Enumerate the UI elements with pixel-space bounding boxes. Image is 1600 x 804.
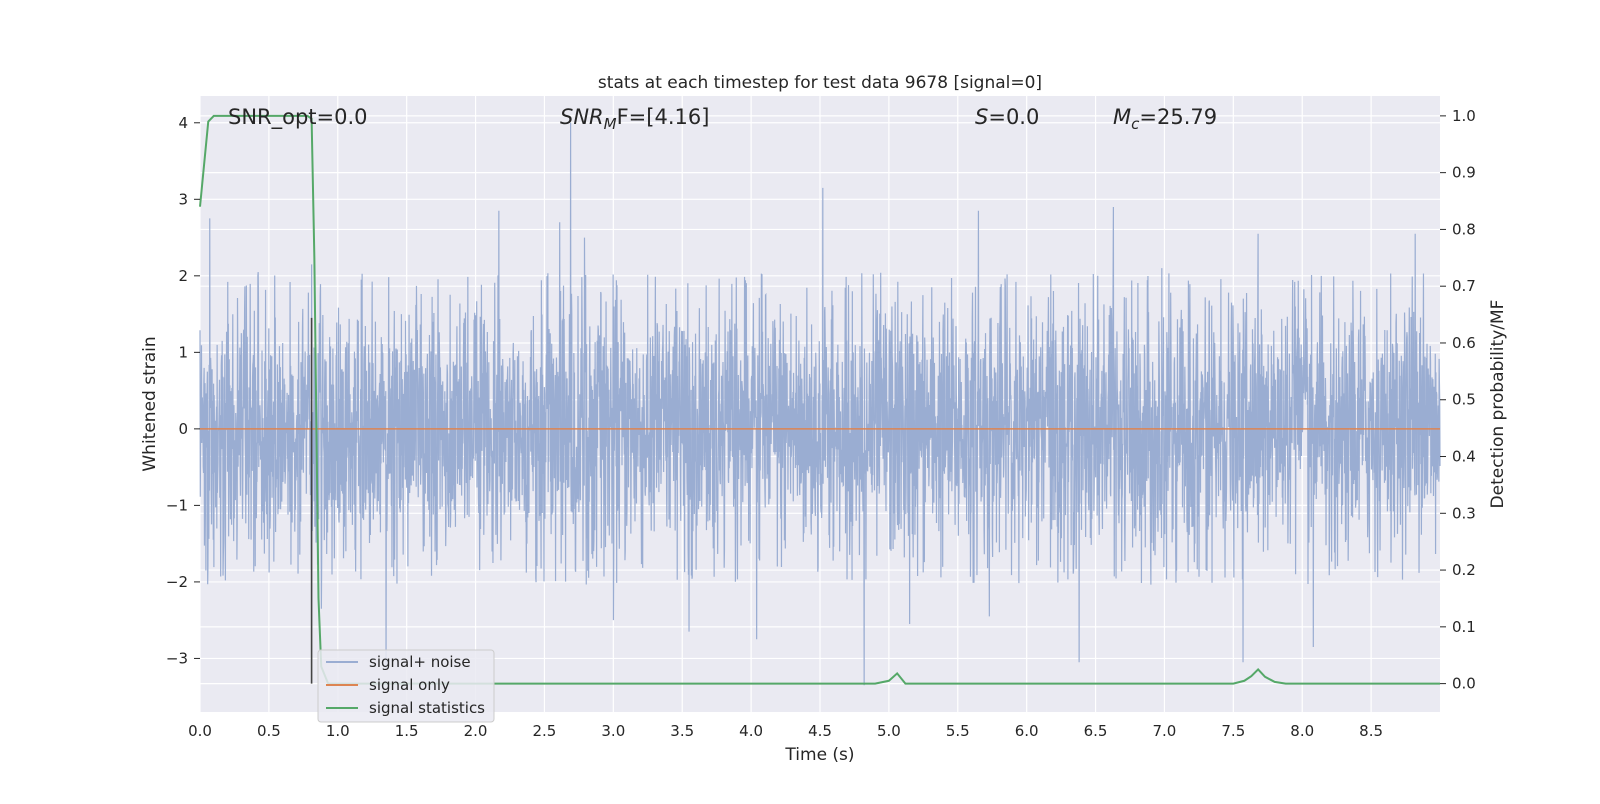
y-right-axis-ticks: 0.0 0.1 0.2 0.3 0.4 0.5 0.6 0.7 0.8 0.9 1.0: [1440, 107, 1476, 693]
x-tick-label: 8.0: [1290, 722, 1314, 740]
x-tick-label: 1.5: [395, 722, 419, 740]
series-signal-statistics: [199, 114, 1440, 685]
annotation-s-rest: =0.0: [988, 105, 1039, 129]
y-right-tick-label: 0.5: [1452, 391, 1476, 409]
legend: signal+ noise signal only signal statist…: [317, 649, 495, 723]
annotation-s: S=0.0: [975, 105, 1039, 129]
x-tick-label: 0.0: [188, 722, 212, 740]
y-left-axis-ticks: −3 −2 −1 0 1 2 3 4: [166, 114, 200, 667]
y-left-tick-label: −2: [166, 573, 188, 591]
annotation-mc: Mc=25.79: [1113, 105, 1217, 133]
annotation-mc-rest: =25.79: [1139, 105, 1217, 129]
annotation-snr-mf-rest: F=[4.16]: [617, 105, 710, 129]
annotation-mc-main: M: [1113, 105, 1131, 129]
x-tick-label: 1.0: [326, 722, 350, 740]
y-left-tick-label: 0: [178, 420, 188, 438]
y-right-tick-label: 0.9: [1452, 164, 1476, 182]
x-axis-ticks: 0.0 0.5 1.0 1.5 2.0 2.5 3.0 3.5 4.0 4.5 5.0 5.5 6.0 6…: [188, 722, 1383, 740]
y-left-tick-label: 4: [178, 114, 188, 132]
y-right-tick-label: 0.8: [1452, 220, 1476, 238]
y-left-tick-label: 2: [178, 267, 188, 285]
x-tick-label: 5.5: [946, 722, 970, 740]
chart-title: stats at each timestep for test data 967…: [598, 73, 1042, 93]
x-tick-label: 4.0: [739, 722, 763, 740]
x-tick-label: 3.0: [601, 722, 625, 740]
y-right-axis-title: Detection probability/MF: [1488, 300, 1508, 509]
y-right-tick-label: 0.1: [1452, 618, 1476, 636]
x-tick-label: 8.5: [1359, 722, 1383, 740]
legend-label-signal-only: signal only: [369, 676, 450, 694]
legend-label-signal-plus-noise: signal+ noise: [369, 653, 471, 671]
y-right-tick-label: 1.0: [1452, 107, 1476, 125]
x-tick-label: 4.5: [808, 722, 832, 740]
x-tick-label: 2.5: [533, 722, 557, 740]
series-line-signal-statistics: [199, 114, 1440, 685]
y-left-tick-label: −3: [166, 649, 188, 667]
series-signal-plus-noise: [199, 122, 1441, 686]
x-tick-label: 7.5: [1221, 722, 1245, 740]
x-tick-label: 0.5: [257, 722, 281, 740]
annotation-s-main: S: [975, 105, 988, 129]
annotation-snr-mf-sub: M: [604, 115, 617, 133]
annotation-snr-mf: SNRMF=[4.16]: [560, 105, 709, 133]
y-left-axis-title: Whitened strain: [140, 336, 160, 471]
x-axis-title: Time (s): [784, 745, 854, 765]
y-right-tick-label: 0.7: [1452, 277, 1476, 295]
y-right-tick-label: 0.6: [1452, 334, 1476, 352]
y-right-tick-label: 0.2: [1452, 561, 1476, 579]
y-right-tick-label: 0.3: [1452, 504, 1476, 522]
annotation-snr-mf-main: SNR: [560, 105, 604, 129]
annotation-snr-opt: SNR_opt=0.0: [228, 105, 368, 130]
x-tick-label: 3.5: [670, 722, 694, 740]
y-left-tick-label: −1: [166, 496, 188, 514]
y-right-tick-label: 0.0: [1452, 675, 1476, 693]
y-left-tick-label: 1: [178, 343, 188, 361]
annotation-mc-sub: c: [1131, 115, 1140, 133]
legend-box: [317, 649, 495, 723]
legend-label-signal-statistics: signal statistics: [369, 699, 485, 717]
series-line-signal-plus-noise: [199, 122, 1441, 686]
x-tick-label: 7.0: [1153, 722, 1177, 740]
y-right-tick-label: 0.4: [1452, 448, 1476, 466]
y-left-tick-label: 3: [178, 190, 188, 208]
x-tick-label: 6.5: [1084, 722, 1108, 740]
x-tick-label: 5.0: [877, 722, 901, 740]
x-tick-label: 6.0: [1015, 722, 1039, 740]
x-tick-label: 2.0: [464, 722, 488, 740]
